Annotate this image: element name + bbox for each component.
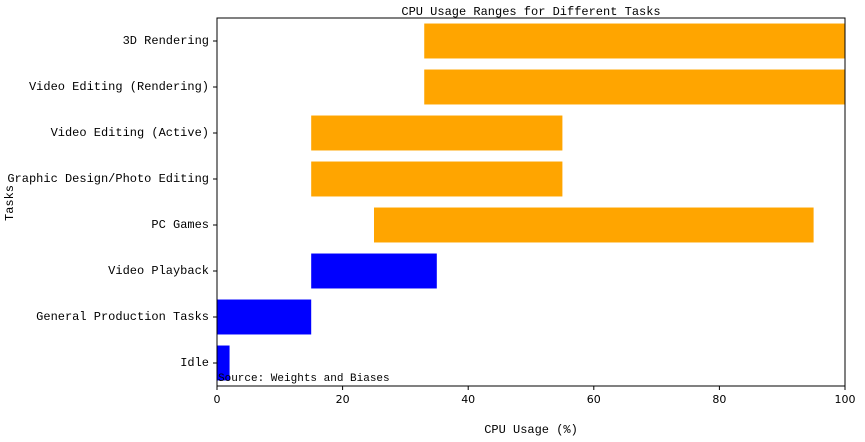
bar [374, 207, 814, 243]
y-tick-label: 3D Rendering [123, 34, 209, 48]
x-tick-label: 0 [214, 393, 221, 406]
y-tick-label: General Production Tasks [36, 310, 209, 324]
y-tick-label: PC Games [151, 218, 209, 232]
chart-title: CPU Usage Ranges for Different Tasks [401, 5, 660, 19]
x-tick-label: 100 [835, 393, 856, 406]
x-tick-label: 40 [461, 393, 475, 406]
y-axis-label: Tasks [3, 185, 17, 221]
y-tick-label: Video Playback [108, 264, 209, 278]
y-tick-label: Graphic Design/Photo Editing [7, 172, 209, 186]
annotation: Source: Weights and Biases [218, 373, 390, 385]
bar [311, 161, 563, 197]
bar [217, 299, 312, 335]
plot-frame [216, 17, 846, 387]
bar [311, 115, 563, 151]
y-tick-label: Video Editing (Active) [51, 126, 209, 140]
bar [424, 69, 845, 105]
x-tick-label: 80 [712, 393, 726, 406]
y-tick-label: Idle [180, 356, 209, 370]
x-axis-label: CPU Usage (%) [484, 423, 578, 437]
x-tick-label: 60 [587, 393, 601, 406]
bar [424, 23, 845, 59]
x-tick-label: 20 [336, 393, 350, 406]
bar [217, 345, 230, 381]
bar [311, 253, 437, 289]
y-tick-label: Video Editing (Rendering) [29, 80, 209, 94]
